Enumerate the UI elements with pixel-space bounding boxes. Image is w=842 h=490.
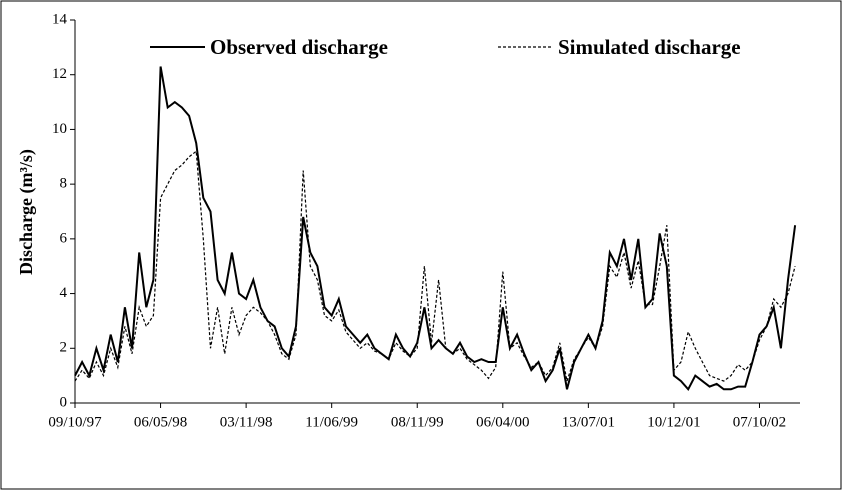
- legend-label: Observed discharge: [210, 35, 388, 59]
- series-line: [74, 150, 796, 382]
- x-tick-label: 07/10/02: [733, 414, 786, 430]
- x-tick-label: 06/04/00: [476, 414, 529, 430]
- x-tick-label: 09/10/97: [48, 414, 102, 430]
- x-tick-label: 11/06/99: [305, 414, 358, 430]
- legend-label: Simulated discharge: [558, 35, 741, 59]
- x-tick-label: 10/12/01: [647, 414, 700, 430]
- x-tick-label: 06/05/98: [134, 414, 187, 430]
- x-tick-label: 08/11/99: [391, 414, 444, 430]
- y-tick-label: 12: [52, 66, 67, 82]
- y-tick-label: 14: [52, 11, 68, 27]
- y-tick-label: 2: [60, 340, 68, 356]
- x-tick-label: 13/07/01: [562, 414, 615, 430]
- y-axis-label: Discharge (m³/s): [16, 149, 37, 275]
- y-tick-label: 6: [60, 230, 68, 246]
- y-tick-label: 8: [60, 176, 68, 192]
- series-line: [74, 66, 797, 392]
- x-tick-label: 03/11/98: [220, 414, 273, 430]
- y-tick-label: 4: [60, 285, 68, 301]
- y-tick-label: 0: [60, 394, 68, 410]
- y-tick-label: 10: [52, 121, 67, 137]
